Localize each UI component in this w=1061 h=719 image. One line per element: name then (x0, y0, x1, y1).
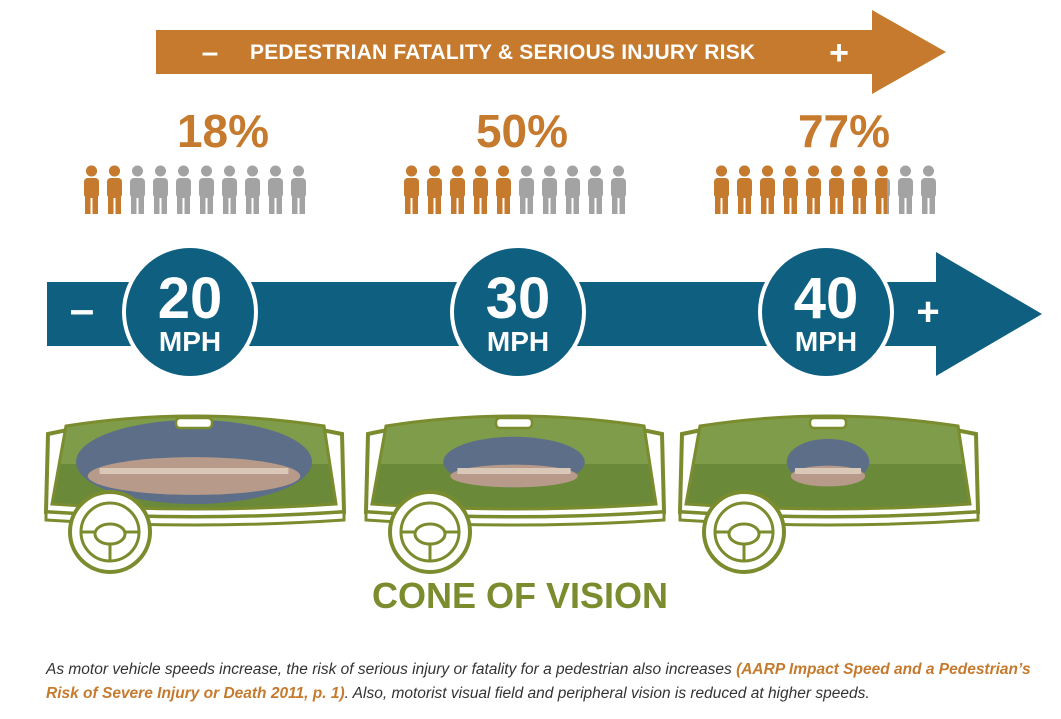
person-icon (898, 165, 913, 214)
cone-of-vision-title: CONE OF VISION (371, 575, 669, 616)
speed-value: 40 (793, 266, 859, 331)
person-icon (199, 165, 214, 214)
speed-circle-20 (122, 244, 258, 380)
risk-minus-sign: – (201, 36, 219, 69)
windshield-view-40mph (678, 414, 980, 574)
person-icon (565, 165, 580, 214)
caption-text-intro: As motor vehicle speeds increase, the ri… (46, 661, 737, 678)
risk-arrow-shape (156, 10, 946, 94)
people-group-40mph (710, 164, 940, 218)
caption-paragraph: As motor vehicle speeds increase, the ri… (46, 658, 1036, 706)
speed-value: 30 (485, 266, 551, 331)
person-icon (588, 165, 603, 214)
rear-view-mirror (494, 416, 534, 430)
risk-percent-40mph: 77% (797, 105, 891, 157)
people-group-20mph (80, 164, 310, 218)
person-icon (496, 165, 511, 214)
speed-plus-sign: + (916, 290, 940, 334)
rear-view-mirror (808, 416, 848, 430)
speed-label-20: 20 MPH (126, 270, 254, 356)
person-icon (760, 165, 775, 214)
speed-unit: MPH (158, 326, 222, 357)
person-icon (852, 165, 867, 214)
person-icon (268, 165, 283, 214)
speed-circle-30 (450, 244, 586, 380)
person-icon (245, 165, 260, 214)
caption-citation: (AARP Impact Speed and a Pedestrian’s Ri… (46, 661, 1031, 702)
person-icon (875, 165, 890, 214)
person-icon (519, 165, 534, 214)
person-icon (714, 165, 729, 214)
person-icon (473, 165, 488, 214)
person-icon (291, 165, 306, 214)
person-icon (153, 165, 168, 214)
risk-banner-title: PEDESTRIAN FATALITY & SERIOUS INJURY RIS… (250, 41, 756, 64)
person-icon (176, 165, 191, 214)
person-icon (84, 165, 99, 214)
risk-plus-sign: + (829, 34, 849, 72)
caption-text-outro: . Also, motorist visual field and periph… (344, 685, 870, 702)
speed-value: 20 (157, 266, 223, 331)
person-icon (829, 165, 844, 214)
person-icon (427, 165, 442, 214)
speed-unit: MPH (794, 326, 858, 357)
rear-view-mirror (174, 416, 214, 430)
speed-minus-sign: – (69, 285, 95, 334)
risk-percent-30mph: 50% (475, 105, 569, 157)
person-icon (404, 165, 419, 214)
speed-label-30: 30 MPH (454, 270, 582, 356)
person-icon (222, 165, 237, 214)
person-icon (107, 165, 122, 214)
windshield-view-20mph (44, 414, 346, 574)
risk-arrow-banner (156, 10, 946, 94)
person-icon (921, 165, 936, 214)
speed-arrow-bar (47, 244, 1042, 380)
person-icon (542, 165, 557, 214)
people-group-30mph (400, 164, 630, 218)
speed-circle-40 (758, 244, 894, 380)
windshield-view-30mph (364, 414, 666, 574)
person-icon (806, 165, 821, 214)
risk-percent-20mph: 18% (176, 105, 270, 157)
person-icon (130, 165, 145, 214)
person-icon (737, 165, 752, 214)
person-icon (450, 165, 465, 214)
person-icon (611, 165, 626, 214)
person-icon (783, 165, 798, 214)
speed-unit: MPH (486, 326, 550, 357)
speed-label-40: 40 MPH (762, 270, 890, 356)
